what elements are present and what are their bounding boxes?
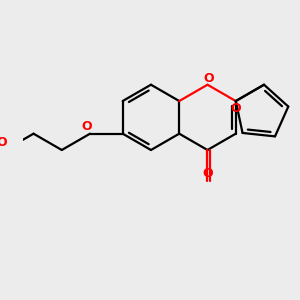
Text: O: O [202, 167, 213, 180]
Text: O: O [0, 136, 7, 149]
Text: O: O [82, 120, 92, 133]
Text: O: O [230, 102, 241, 115]
Text: O: O [204, 72, 214, 85]
